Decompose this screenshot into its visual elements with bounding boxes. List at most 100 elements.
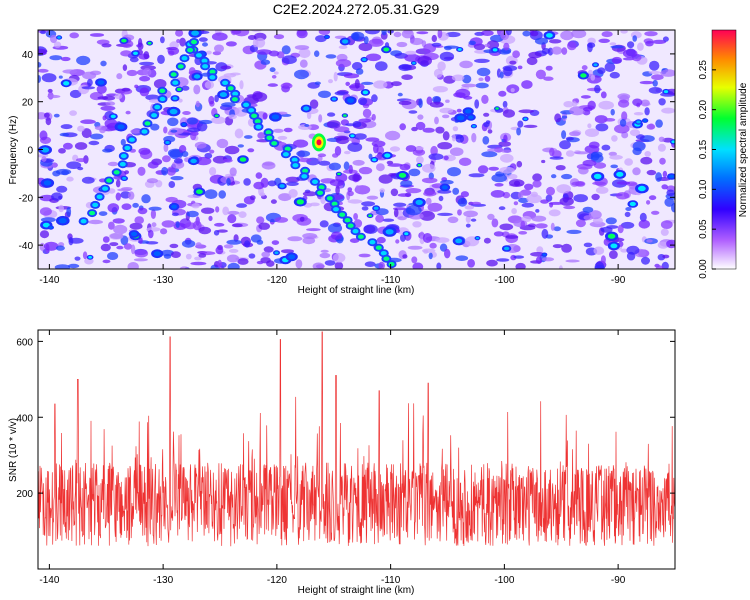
heatmap-speckle — [470, 218, 477, 222]
heatmap-speckle — [419, 210, 436, 221]
heatmap-speckle — [443, 155, 449, 161]
feature-blob-core — [291, 157, 298, 162]
heatmap-speckle — [296, 150, 311, 157]
heatmap-speckle — [417, 114, 424, 120]
heatmap-speckle — [237, 258, 249, 265]
heatmap-speckle — [646, 239, 653, 243]
heatmap-speckle — [404, 53, 421, 62]
heatmap-speckle — [137, 207, 148, 215]
heatmap-speckle — [146, 227, 161, 232]
heatmap-speckle — [347, 190, 354, 197]
x-tick-label: -120 — [267, 275, 287, 286]
heatmap-speckle — [353, 213, 358, 220]
heatmap-speckle — [552, 244, 563, 249]
heatmap-speckle — [625, 207, 632, 211]
heatmap-speckle — [532, 173, 542, 182]
heatmap-speckle — [471, 132, 477, 143]
heatmap-spot-core — [404, 232, 409, 236]
heatmap-speckle — [660, 220, 673, 230]
heatmap-speckle — [632, 167, 641, 176]
heatmap-speckle — [214, 44, 224, 53]
heatmap-spot-core — [43, 180, 52, 186]
heatmap-speckle — [521, 80, 533, 89]
heatmap-speckle — [444, 46, 452, 51]
heatmap-speckle — [181, 239, 196, 248]
y-tick-label: 40 — [22, 50, 34, 61]
heatmap-speckle — [348, 174, 362, 182]
heatmap-spot-core — [110, 114, 116, 119]
heatmap-speckle — [601, 31, 613, 38]
heatmap-speckle — [192, 220, 202, 231]
heatmap-speckle — [447, 216, 459, 224]
heatmap-speckle — [293, 139, 309, 148]
heatmap-speckle — [115, 179, 121, 188]
heatmap-speckle — [620, 221, 635, 229]
feature-blob-core — [113, 170, 120, 175]
heatmap-speckle — [55, 168, 72, 175]
feature-blob-core — [170, 72, 177, 77]
heatmap-speckle — [263, 246, 274, 253]
snr-y-ticks: 200 400 600 — [16, 337, 675, 500]
heatmap-speckle — [622, 49, 638, 58]
heatmap-spot-core — [593, 173, 602, 179]
heatmap-speckle — [561, 173, 573, 180]
heatmap-speckle — [295, 259, 303, 269]
heatmap-spot-core — [196, 189, 203, 194]
heatmap-spot-core — [172, 96, 178, 101]
heatmap-speckle — [439, 51, 455, 62]
heatmap-speckle — [281, 85, 290, 93]
heatmap-speckle — [361, 81, 374, 85]
heatmap-speckle — [217, 259, 222, 268]
heatmap-speckle — [382, 218, 395, 222]
heatmap-spot-core — [542, 253, 547, 256]
heatmap-speckle — [227, 210, 240, 215]
heatmap-speckle — [130, 244, 136, 255]
heatmap-speckle — [54, 264, 71, 269]
heatmap-speckle — [425, 197, 432, 205]
heatmap-speckle — [49, 55, 63, 61]
heatmap-spot-core — [455, 238, 463, 244]
feature-blob-core — [96, 194, 103, 199]
y-tick-label: -40 — [19, 241, 34, 252]
heatmap-speckle — [624, 158, 633, 166]
feature-blob-core — [119, 162, 126, 167]
heatmap-speckle — [365, 137, 380, 142]
heatmap-spot-core — [296, 199, 304, 205]
heatmap-spot-core — [412, 61, 416, 65]
heatmap-speckle — [426, 96, 433, 105]
heatmap-speckle — [594, 84, 601, 94]
heatmap-speckle — [250, 195, 256, 201]
heatmap-speckle — [455, 255, 469, 261]
heatmap-speckle — [320, 196, 326, 204]
heatmap-speckle — [633, 112, 644, 116]
feature-blob-core — [266, 135, 273, 140]
heatmap-speckle — [58, 148, 66, 154]
y-tick-label: 200 — [16, 489, 33, 500]
heatmap-speckle — [541, 257, 555, 262]
heatmap-speckle — [195, 242, 202, 248]
heatmap-speckle — [194, 141, 207, 149]
heatmap-speckle — [178, 98, 183, 103]
heatmap-speckle — [288, 189, 298, 198]
heatmap-speckle — [430, 145, 438, 156]
heatmap-speckle — [150, 209, 156, 219]
heatmap-speckle — [513, 201, 519, 206]
heatmap-speckle — [328, 79, 333, 84]
heatmap-speckle — [319, 220, 329, 228]
heatmap-speckle — [77, 125, 85, 132]
heatmap-spot-core — [176, 87, 182, 91]
heatmap-speckle — [553, 226, 561, 232]
heatmap-speckle — [255, 172, 263, 179]
heatmap-speckle — [80, 119, 96, 124]
heatmap-speckle — [337, 132, 353, 137]
heatmap-spot-core — [214, 114, 219, 118]
heatmap-speckle — [41, 73, 57, 83]
heatmap-speckle — [124, 170, 129, 175]
heatmap-speckle — [82, 251, 88, 260]
heatmap-speckle — [638, 219, 650, 229]
heatmap-speckle — [350, 31, 365, 41]
heatmap-speckle — [216, 229, 228, 233]
heatmap-speckle — [113, 224, 128, 235]
heatmap-speckle — [38, 62, 42, 68]
heatmap-speckle — [397, 92, 403, 97]
